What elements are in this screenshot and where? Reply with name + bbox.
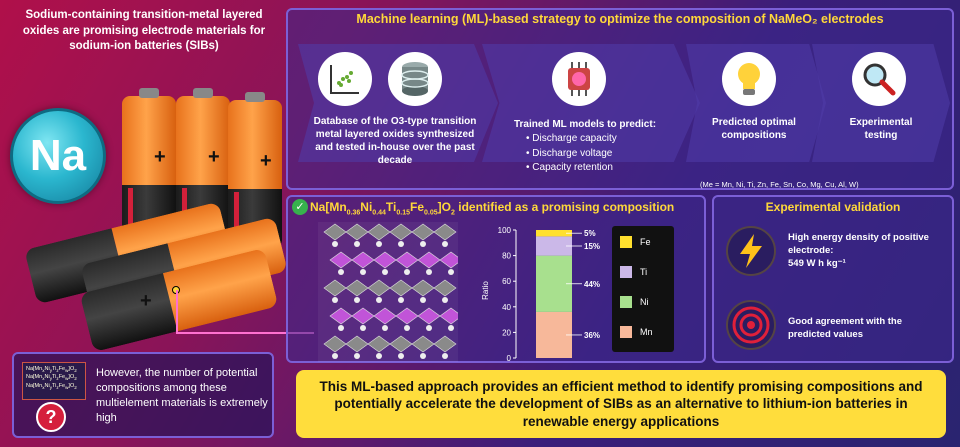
atom-dot (382, 325, 388, 331)
atom-dot (442, 241, 448, 247)
atom-dot (332, 353, 338, 359)
y-tick-label: 40 (502, 303, 511, 312)
atom-dot (426, 325, 432, 331)
atom-dot (404, 269, 410, 275)
conclusion-banner: This ML-based approach provides an effic… (296, 370, 946, 438)
octahedron-shape (433, 335, 457, 353)
legend-label: Mn (640, 327, 653, 337)
legend-item: Fe (620, 236, 651, 248)
conclusion-text: This ML-based approach provides an effic… (319, 378, 923, 429)
check-icon: ✓ (292, 199, 308, 215)
legend-item: Ni (620, 296, 649, 308)
atom-dot (332, 241, 338, 247)
chart-scatter-icon (318, 52, 372, 106)
atom-dot (420, 353, 426, 359)
atom-dot (338, 269, 344, 275)
atom-dot (404, 325, 410, 331)
y-tick-label: 100 (498, 226, 512, 235)
legend-swatch (620, 296, 632, 308)
legend-swatch (620, 266, 632, 278)
data-label: 44% (584, 280, 600, 289)
y-tick-label: 20 (502, 328, 511, 337)
list-item: • Capacity retention (526, 162, 613, 173)
step-text: Predicted optimal compositions (712, 117, 796, 141)
atom-dot (398, 353, 404, 359)
octahedron-shape (433, 223, 457, 241)
validation-text: Good agreement with the predicted values (788, 316, 903, 340)
database-icon (388, 52, 442, 106)
atom-dot (382, 269, 388, 275)
data-label: 5% (584, 229, 596, 238)
step-text: Trained ML models to predict: (513, 119, 657, 130)
brain-chip-icon (552, 52, 606, 106)
list-item: • Discharge voltage (526, 147, 613, 159)
legend-swatch (620, 236, 632, 248)
chart-legend: Fe Ti Ni Mn (612, 226, 674, 352)
atom-dot (398, 241, 404, 247)
validation-text: High energy density of positive electrod… (788, 232, 929, 269)
step-list: • Discharge capacity • Discharge voltage… (526, 132, 617, 176)
data-label: 36% (584, 331, 600, 340)
atom-dot (354, 241, 360, 247)
composition-chart: 0 20 40 60 80 100 36% 44% 15% 5% (498, 226, 600, 363)
bar-segment-ti (536, 236, 572, 256)
me-note: (Me = Mn, Ni, Ti, Zn, Fe, Sn, Co, Mg, Cu… (700, 180, 859, 189)
validation-title: Experimental validation (765, 200, 901, 214)
step-text: Database of the O3-type transition metal… (313, 116, 477, 166)
atom-dot (332, 297, 338, 303)
atom-dot (376, 353, 382, 359)
data-label: 15% (584, 242, 600, 251)
y-axis-title: Ratio (480, 281, 490, 300)
y-tick-label: 60 (502, 277, 511, 286)
atom-dot (376, 241, 382, 247)
octahedron-shape (433, 279, 457, 297)
formula-list-image: Na[MnxNiyTizFew]O2 Na[MnxNiyTizFew]O2 Na… (22, 362, 86, 400)
lightning-icon (726, 226, 776, 276)
atom-dot (420, 241, 426, 247)
magnifier-icon (852, 52, 906, 106)
octahedron-shape (439, 251, 458, 269)
legend-label: Ti (640, 267, 648, 277)
question-icon: ? (36, 402, 66, 432)
lightbulb-icon (722, 52, 776, 106)
batteries-illustration: + + + + (0, 0, 314, 353)
atom-dot (376, 297, 382, 303)
octahedron-shape (439, 307, 458, 325)
legend-swatch (620, 326, 632, 338)
legend-label: Ni (640, 297, 649, 307)
atom-dot (448, 325, 454, 331)
problem-text: However, the number of potential composi… (96, 367, 268, 424)
legend-item: Mn (620, 326, 653, 338)
y-tick-label: 0 (507, 354, 512, 363)
intro-text: Sodium-containing transition-metal layer… (22, 9, 266, 53)
list-item: • Discharge capacity (526, 133, 617, 144)
target-icon (726, 300, 776, 350)
y-tick-label: 80 (502, 252, 511, 261)
composition-title: Na[Mn0.36Ni0.44Ti0.15Fe0.05]O2 identifie… (310, 200, 675, 217)
atom-dot (442, 297, 448, 303)
atom-dot (360, 269, 366, 275)
crystal-structure-image (318, 222, 458, 362)
atom-dot (338, 325, 344, 331)
atom-dot (354, 297, 360, 303)
legend-label: Fe (640, 237, 651, 247)
atom-dot (398, 297, 404, 303)
atom-dot (354, 353, 360, 359)
legend-item: Ti (620, 266, 647, 278)
panel-title: Machine learning (ML)-based strategy to … (356, 12, 884, 26)
sodium-element-icon: Na (10, 108, 106, 204)
atom-dot (360, 325, 366, 331)
bar-segment-fe (536, 230, 572, 237)
atom-dot (448, 269, 454, 275)
step-text: Experimental testing (849, 117, 913, 141)
atom-dot (426, 269, 432, 275)
atom-dot (420, 297, 426, 303)
atom-dot (442, 353, 448, 359)
